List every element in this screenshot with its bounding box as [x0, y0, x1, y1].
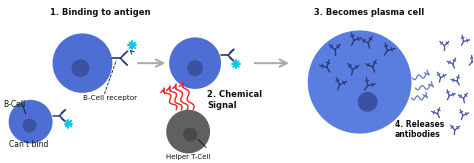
Ellipse shape [23, 119, 36, 133]
Ellipse shape [308, 30, 411, 133]
Text: Can't bind: Can't bind [9, 140, 48, 148]
Text: 3. Becomes plasma cell: 3. Becomes plasma cell [314, 8, 425, 17]
Ellipse shape [183, 128, 197, 141]
Ellipse shape [72, 59, 90, 77]
Ellipse shape [358, 92, 378, 112]
Text: Helper T-Cell: Helper T-Cell [166, 154, 210, 160]
Text: B-Cell: B-Cell [4, 100, 26, 109]
Ellipse shape [187, 60, 203, 76]
Ellipse shape [166, 110, 210, 153]
Ellipse shape [169, 37, 221, 89]
Text: B-Cell receptor: B-Cell receptor [83, 95, 137, 101]
Text: 1. Binding to antigen: 1. Binding to antigen [50, 8, 151, 17]
Text: 2. Chemical
Signal: 2. Chemical Signal [207, 90, 262, 110]
Ellipse shape [9, 100, 53, 143]
Text: 4. Releases
antibodies: 4. Releases antibodies [394, 120, 444, 139]
Ellipse shape [53, 33, 112, 93]
